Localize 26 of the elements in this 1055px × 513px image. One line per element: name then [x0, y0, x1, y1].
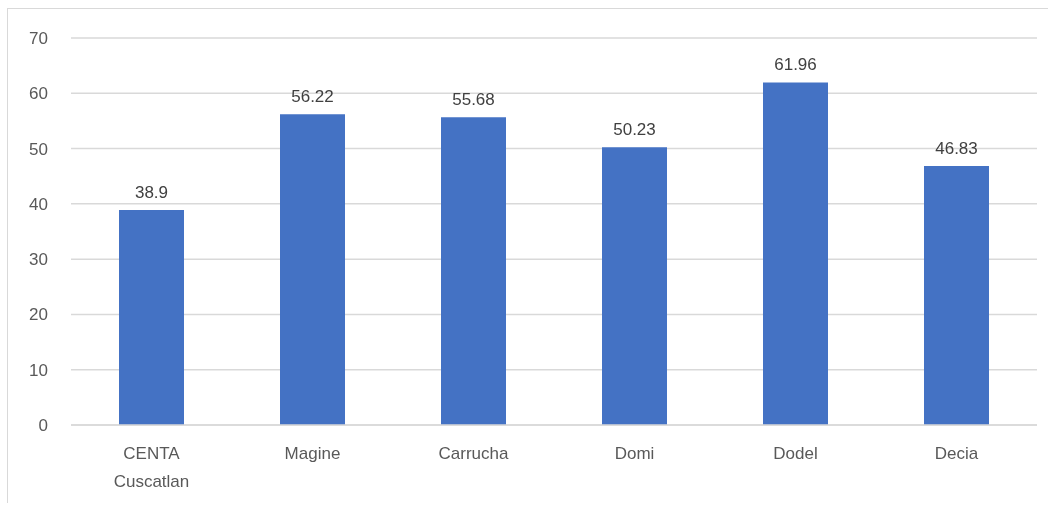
- x-tick-label: CENTA Cuscatlan: [113, 444, 190, 492]
- y-tick-label: 30: [29, 250, 48, 270]
- y-tick-label: 0: [38, 416, 48, 436]
- bar: [763, 82, 828, 425]
- x-tick-label: Magine: [284, 444, 341, 464]
- data-label: 56.22: [291, 87, 334, 107]
- y-tick-label: 60: [29, 84, 48, 104]
- data-label: 38.9: [134, 182, 169, 202]
- y-tick-label: 20: [29, 305, 48, 325]
- bar: [924, 166, 989, 425]
- bar: [280, 114, 345, 425]
- bar: [602, 147, 667, 425]
- y-tick-label: 40: [29, 194, 48, 214]
- x-tick-label: Domi: [614, 444, 655, 464]
- x-tick-label: Dodel: [773, 444, 818, 464]
- data-label: 46.83: [935, 139, 978, 159]
- bar: [119, 209, 184, 425]
- data-label: 50.23: [613, 120, 656, 140]
- data-label: 61.96: [774, 55, 817, 75]
- x-tick-label: Decia: [934, 444, 979, 464]
- bar: [441, 117, 506, 425]
- data-label: 55.68: [452, 90, 495, 110]
- y-tick-label: 10: [29, 360, 48, 380]
- y-tick-label: 50: [29, 139, 48, 159]
- x-tick-label: Carrucha: [438, 444, 509, 464]
- y-tick-label: 70: [29, 29, 48, 49]
